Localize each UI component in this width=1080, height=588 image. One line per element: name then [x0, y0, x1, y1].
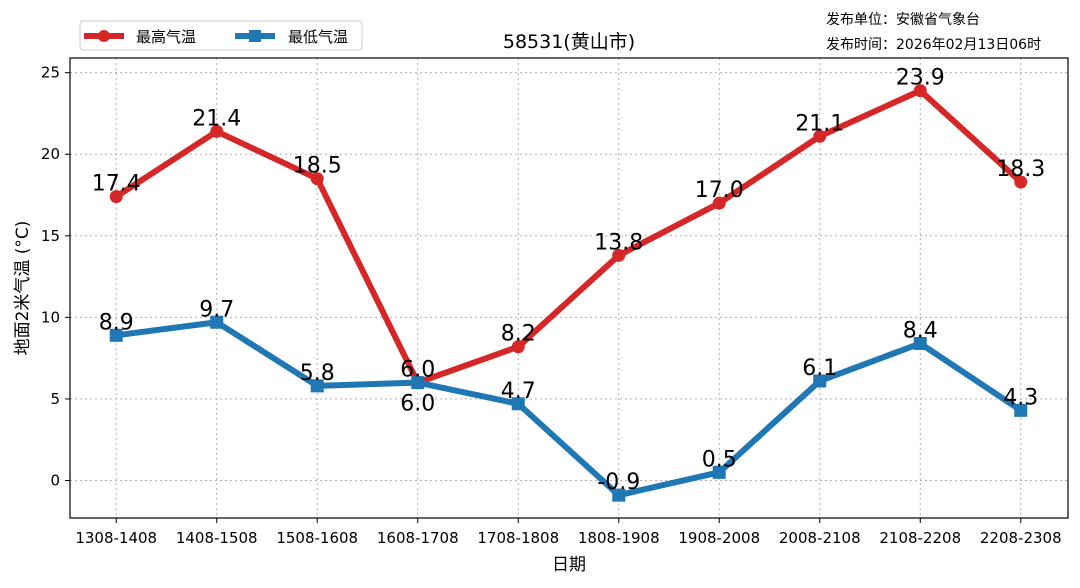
legend-label-max: 最高气温	[136, 28, 196, 46]
legend-square-marker-icon	[249, 30, 261, 42]
grid	[70, 58, 1068, 518]
axis-ticks: 1308-1408 1408-1508 1508-1608 1608-1708 1708…	[41, 64, 1062, 547]
data-point	[109, 328, 123, 342]
data-label: 4.3	[1003, 385, 1038, 410]
data-label: 8.9	[99, 310, 134, 335]
x-tick-label: 1508-1608	[276, 529, 358, 547]
data-label: 5.8	[300, 361, 335, 386]
series-layer	[109, 84, 1028, 502]
data-label: 18.3	[996, 157, 1045, 182]
series-line-1	[115, 319, 1023, 499]
data-point	[210, 124, 224, 138]
data-label: 17.4	[92, 172, 141, 197]
data-label: -0.9	[597, 470, 640, 495]
data-labels: 17.4 21.4 18.5 6.0 8.2 13.8 17.0 21.1 23.9 18.3 8.…	[92, 66, 1046, 496]
x-axis-label: 日期	[552, 555, 586, 575]
y-tick-label: 15	[41, 227, 60, 245]
y-tick-label: 25	[41, 64, 60, 82]
legend: 最高气温 最低气温	[79, 20, 363, 51]
x-tick-label: 1308-1408	[75, 529, 157, 547]
data-label: 6.0	[400, 392, 435, 417]
data-label: 9.7	[199, 297, 234, 322]
x-tick-label: 1708-1808	[477, 529, 559, 547]
data-point	[813, 129, 827, 143]
x-tick-label: 2108-2208	[879, 529, 961, 547]
data-point	[109, 190, 123, 204]
y-tick-label: 10	[41, 308, 60, 326]
data-point	[511, 397, 525, 411]
data-label: 21.1	[795, 111, 844, 136]
data-label: 13.8	[594, 230, 643, 255]
data-point	[310, 379, 324, 393]
data-label: 23.9	[896, 66, 945, 91]
data-point	[210, 315, 224, 329]
publish-time-label: 发布时间：2026年02月13日06时	[826, 37, 1041, 53]
data-label: 17.0	[695, 178, 744, 203]
data-point	[511, 340, 525, 354]
data-point	[612, 248, 626, 262]
data-label: 0.5	[702, 447, 737, 472]
publisher-label: 发布单位：安徽省气象台	[826, 12, 980, 28]
data-point	[411, 376, 425, 390]
data-point	[310, 172, 324, 186]
plot-frame	[69, 57, 1069, 519]
data-point	[712, 465, 726, 479]
y-axis-label: 地面2米气温 (°C)	[13, 221, 33, 356]
x-tick-label: 1908-2008	[678, 529, 760, 547]
x-tick-label: 1808-1908	[578, 529, 660, 547]
y-tick-label: 20	[41, 145, 60, 163]
chart-title: 58531(黄山市)	[503, 31, 635, 53]
legend-circle-marker-icon	[98, 30, 110, 42]
data-point	[1014, 175, 1028, 189]
data-label: 18.5	[293, 154, 342, 179]
x-tick-label: 1608-1708	[377, 529, 459, 547]
data-label: 6.1	[802, 356, 837, 381]
data-point	[813, 374, 827, 388]
x-tick-label: 1408-1508	[176, 529, 258, 547]
data-label: 8.2	[501, 322, 536, 347]
legend-label-min: 最低气温	[288, 28, 348, 46]
data-point	[913, 336, 927, 350]
y-tick-label: 0	[50, 471, 60, 489]
data-label: 21.4	[192, 106, 241, 131]
data-point	[712, 196, 726, 210]
y-tick-label: 5	[50, 390, 60, 408]
x-tick-label: 2008-2108	[779, 529, 861, 547]
data-point	[612, 488, 626, 502]
data-point	[913, 84, 927, 98]
data-label: 4.7	[501, 379, 536, 404]
data-label: 6.0	[400, 358, 435, 383]
series-line-0	[114, 87, 1023, 386]
data-label: 8.4	[903, 318, 938, 343]
x-tick-label: 2208-2308	[980, 529, 1062, 547]
data-point	[1014, 403, 1028, 417]
